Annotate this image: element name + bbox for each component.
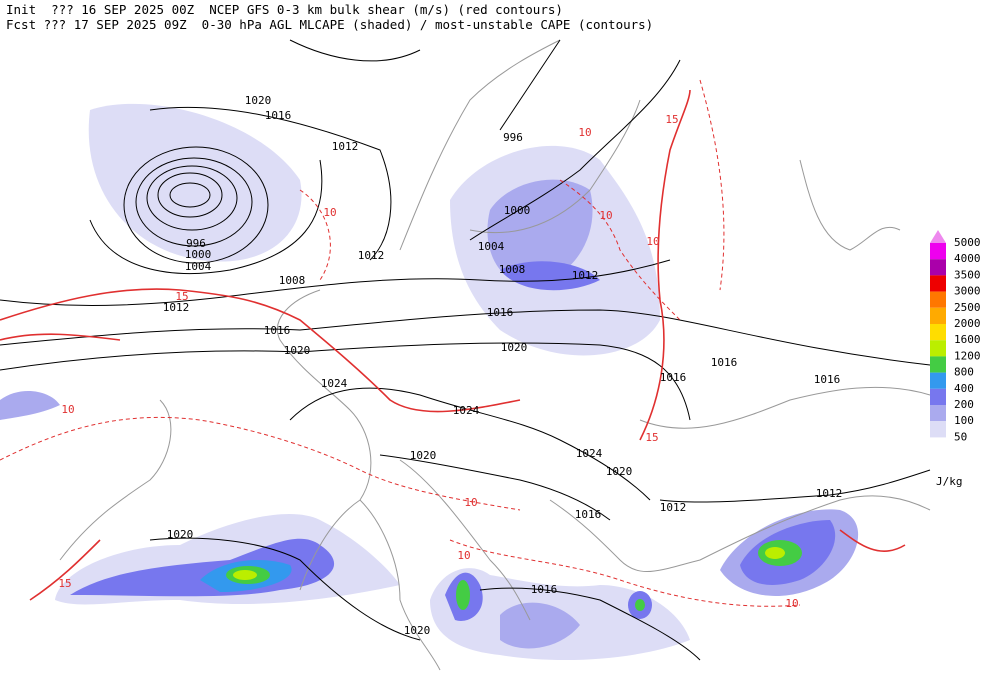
legend-label: 3500 xyxy=(954,268,981,281)
coastlines xyxy=(59,39,931,671)
shear-label: 10 xyxy=(464,496,477,509)
shear-label: 10 xyxy=(599,209,612,222)
legend-label: 4000 xyxy=(954,252,981,265)
isobar-label: 1004 xyxy=(185,260,212,273)
legend-label: 2500 xyxy=(954,301,981,314)
legend-label: 400 xyxy=(954,382,974,395)
isobar-label: 1020 xyxy=(410,449,437,462)
isobar-label: 1012 xyxy=(358,249,385,262)
shear-label: 10 xyxy=(578,126,591,139)
shear-label: 15 xyxy=(645,431,658,444)
isobar-label: 1016 xyxy=(660,371,687,384)
shear-label: 10 xyxy=(61,403,74,416)
isobar-label: 1008 xyxy=(499,263,526,276)
isobar-label: 1000 xyxy=(185,248,212,261)
shear-label: 15 xyxy=(665,113,678,126)
isobar-label: 1016 xyxy=(575,508,602,521)
legend-swatch xyxy=(930,340,946,357)
isobar-label: 1020 xyxy=(167,528,194,541)
legend-swatch xyxy=(930,230,946,243)
legend-label: 800 xyxy=(954,366,974,379)
isobar-label: 1016 xyxy=(531,583,558,596)
isobar-label: 996 xyxy=(186,237,206,250)
header-line: Init ??? 16 SEP 2025 00Z NCEP GFS 0-3 km… xyxy=(6,2,563,17)
shear-label: 15 xyxy=(58,577,71,590)
legend-label: 200 xyxy=(954,398,974,411)
legend-swatch xyxy=(930,259,946,276)
isobar-label: 1016 xyxy=(711,356,738,369)
legend-label: 1200 xyxy=(954,349,981,362)
isobar-label: 996 xyxy=(503,131,523,144)
isobar-label: 1024 xyxy=(321,377,348,390)
legend-label: 50 xyxy=(954,430,967,443)
isobars xyxy=(0,39,931,661)
shear-contours xyxy=(0,79,906,607)
legend-label: 2000 xyxy=(954,317,981,330)
legend-swatch xyxy=(930,405,946,422)
isobar-label: 1012 xyxy=(660,501,687,514)
isobar-label: 1012 xyxy=(816,487,843,500)
shear-label: 10 xyxy=(323,206,336,219)
legend-label: 1600 xyxy=(954,333,981,346)
legend-label: 3000 xyxy=(954,285,981,298)
legend: 5000 4000 3500 3000 2500 2000 1600 1200 800 400 20… xyxy=(930,230,981,488)
isobar-label: 1004 xyxy=(478,240,505,253)
header-line: Fcst ??? 17 SEP 2025 09Z 0-30 hPa AGL ML… xyxy=(6,17,653,32)
isobar-label: 1012 xyxy=(572,269,599,282)
legend-swatch xyxy=(930,388,946,405)
legend-label: 100 xyxy=(954,414,974,427)
legend-swatch xyxy=(930,275,946,292)
isobar-label: 1012 xyxy=(332,140,359,153)
isobar-label: 1016 xyxy=(487,306,514,319)
legend-swatch xyxy=(930,291,946,308)
legend-swatch xyxy=(930,356,946,373)
isobar-label: 1008 xyxy=(279,274,306,287)
legend-unit: J/kg xyxy=(936,475,963,488)
isobar-label: 1016 xyxy=(265,109,292,122)
shear-labels: 10 15 10 10 15 10 15 10 10 10 15 10 xyxy=(58,113,798,610)
isobar-label: 1024 xyxy=(576,447,603,460)
legend-label: 5000 xyxy=(954,236,981,249)
isobar-label: 1020 xyxy=(501,341,528,354)
cape-shading xyxy=(0,103,859,660)
isobar-label: 1024 xyxy=(453,404,480,417)
shear-label: 15 xyxy=(175,290,188,303)
legend-swatch xyxy=(930,372,946,389)
shear-label: 10 xyxy=(646,235,659,248)
isobar-label: 1020 xyxy=(245,94,272,107)
legend-swatch xyxy=(930,324,946,341)
isobar-label: 1020 xyxy=(606,465,633,478)
legend-swatch xyxy=(930,421,946,438)
isobar-label: 1020 xyxy=(404,624,431,637)
isobar-label: 1012 xyxy=(163,301,190,314)
isobar-label: 1020 xyxy=(284,344,311,357)
shear-label: 10 xyxy=(785,597,798,610)
isobar-label: 1016 xyxy=(264,324,291,337)
legend-swatch xyxy=(930,243,946,260)
isobar-label: 1000 xyxy=(504,204,531,217)
isobar-label: 1016 xyxy=(814,373,841,386)
shear-label: 10 xyxy=(457,549,470,562)
legend-swatch xyxy=(930,307,946,324)
